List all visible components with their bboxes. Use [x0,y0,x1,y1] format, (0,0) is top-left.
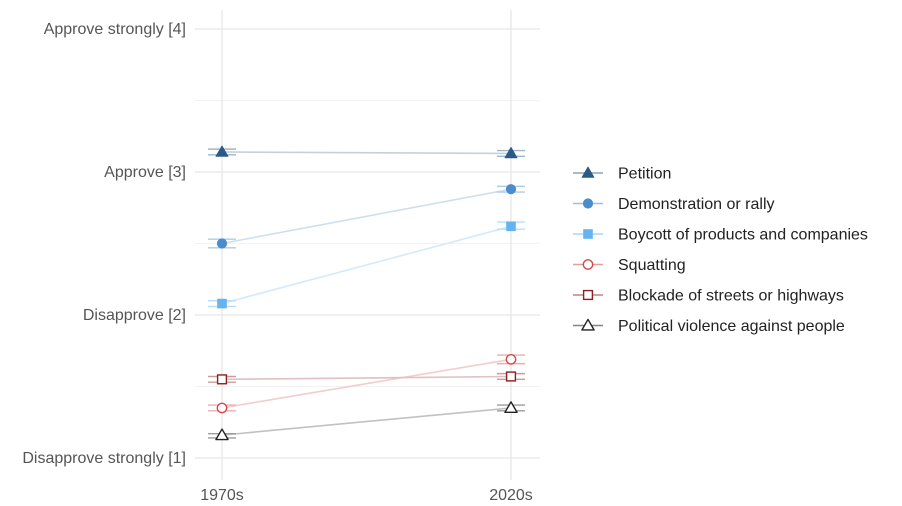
series-layer [208,145,525,441]
data-point [505,353,517,365]
legend-marker [582,259,594,270]
series-line [221,407,512,436]
data-point [216,374,228,385]
data-point [216,402,228,414]
legend-item-1: Demonstration or rally [573,196,775,213]
data-point [217,298,227,309]
series-line [221,188,512,245]
legend-label: Demonstration or rally [618,196,775,213]
data-point [504,146,518,159]
legend-marker [581,166,595,178]
legend-marker [582,289,594,301]
data-point [506,221,516,232]
data-point [505,184,517,195]
series-line [221,375,512,381]
legend-label: Squatting [618,257,686,274]
series-line [221,225,512,305]
series-line [221,358,512,409]
legend-marker [581,318,595,331]
legend-label: Blockade of streets or highways [618,288,844,305]
data-point [505,371,517,382]
y-tick-label: Approve [3] [104,164,186,181]
legend-item-3: Squatting [573,257,686,274]
legend-label: Petition [618,166,671,183]
data-point [215,145,229,157]
series-0 [208,145,525,159]
legend-item-2: Boycott of products and companies [573,227,868,244]
series-line [221,151,512,155]
y-tick-label: Disapprove [2] [83,307,186,324]
series-2 [208,221,525,309]
series-3 [208,353,525,414]
x-tick-label: 1970s [200,487,244,504]
legend-item-0: Petition [573,166,671,183]
data-point [504,401,518,414]
legend-marker [583,229,593,239]
x-axis-tick-labels: 1970s 2020s [200,487,533,504]
series-4 [208,371,525,385]
legend: Petition Demonstration or rally Boycott of… [573,166,868,335]
legend-label: Boycott of products and companies [618,227,868,244]
data-point [215,428,229,441]
series-5 [208,401,525,441]
series-1 [208,184,525,249]
y-axis-tick-labels: Disapprove strongly [1] Disapprove [2] App… [22,21,186,467]
y-tick-label: Disapprove strongly [1] [22,450,186,467]
legend-item-5: Political violence against people [573,318,845,335]
y-tick-label: Approve strongly [4] [44,21,186,38]
legend-marker [582,198,594,209]
data-point [216,238,228,249]
legend-label: Political violence against people [618,318,845,335]
x-tick-label: 2020s [489,487,533,504]
legend-item-4: Blockade of streets or highways [573,288,844,305]
